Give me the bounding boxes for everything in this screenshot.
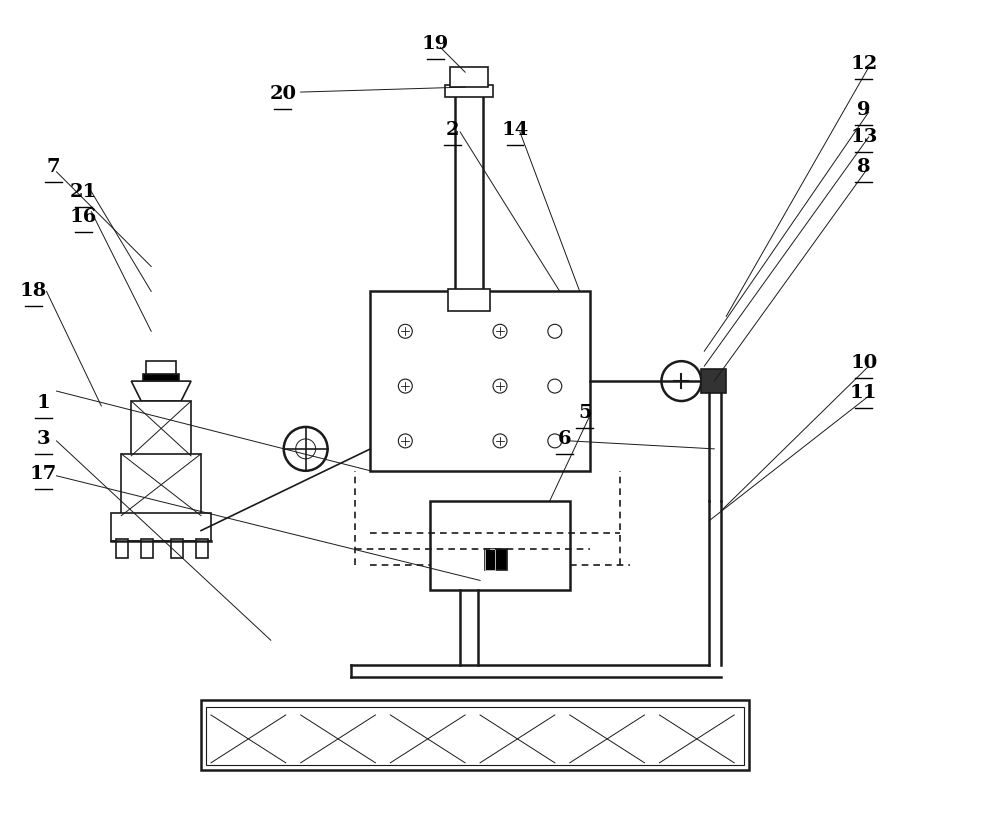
Circle shape <box>398 324 412 338</box>
Text: 3: 3 <box>37 430 50 448</box>
Text: 1: 1 <box>37 394 50 412</box>
Circle shape <box>493 324 507 338</box>
Circle shape <box>398 379 412 393</box>
Bar <box>143 374 179 381</box>
Text: 11: 11 <box>850 384 878 402</box>
Bar <box>131 401 191 456</box>
Text: 17: 17 <box>30 465 57 483</box>
Circle shape <box>661 361 701 401</box>
Circle shape <box>548 379 562 393</box>
Text: 14: 14 <box>501 121 529 139</box>
Bar <box>448 290 490 311</box>
Circle shape <box>548 324 562 338</box>
Bar <box>445 85 493 97</box>
Text: 5: 5 <box>578 404 592 422</box>
Text: 18: 18 <box>20 282 47 300</box>
Circle shape <box>284 427 328 470</box>
Bar <box>146 361 176 376</box>
Polygon shape <box>131 381 191 401</box>
Bar <box>121 454 201 516</box>
Bar <box>196 539 208 558</box>
Text: 12: 12 <box>850 55 877 73</box>
Bar <box>450 67 488 87</box>
Bar <box>485 548 507 571</box>
Text: 21: 21 <box>70 183 97 201</box>
Bar <box>370 291 590 470</box>
Text: 16: 16 <box>70 208 97 226</box>
Circle shape <box>548 434 562 448</box>
Bar <box>171 539 183 558</box>
Bar <box>111 512 211 540</box>
Bar <box>430 501 570 590</box>
Circle shape <box>493 379 507 393</box>
Text: 8: 8 <box>857 158 871 176</box>
Text: 13: 13 <box>850 128 877 146</box>
Bar <box>206 707 744 765</box>
Bar <box>701 369 726 393</box>
Text: 19: 19 <box>422 35 449 53</box>
Text: 10: 10 <box>850 354 877 372</box>
Bar <box>116 539 128 558</box>
Text: 9: 9 <box>857 101 871 119</box>
Bar <box>485 548 495 571</box>
Text: 2: 2 <box>445 121 459 139</box>
Bar <box>455 92 483 291</box>
Text: 7: 7 <box>47 158 60 176</box>
Text: 6: 6 <box>558 430 572 448</box>
Text: 20: 20 <box>269 85 296 103</box>
Circle shape <box>398 434 412 448</box>
Circle shape <box>493 434 507 448</box>
Bar <box>201 700 749 770</box>
Circle shape <box>296 439 316 459</box>
Bar <box>141 539 153 558</box>
